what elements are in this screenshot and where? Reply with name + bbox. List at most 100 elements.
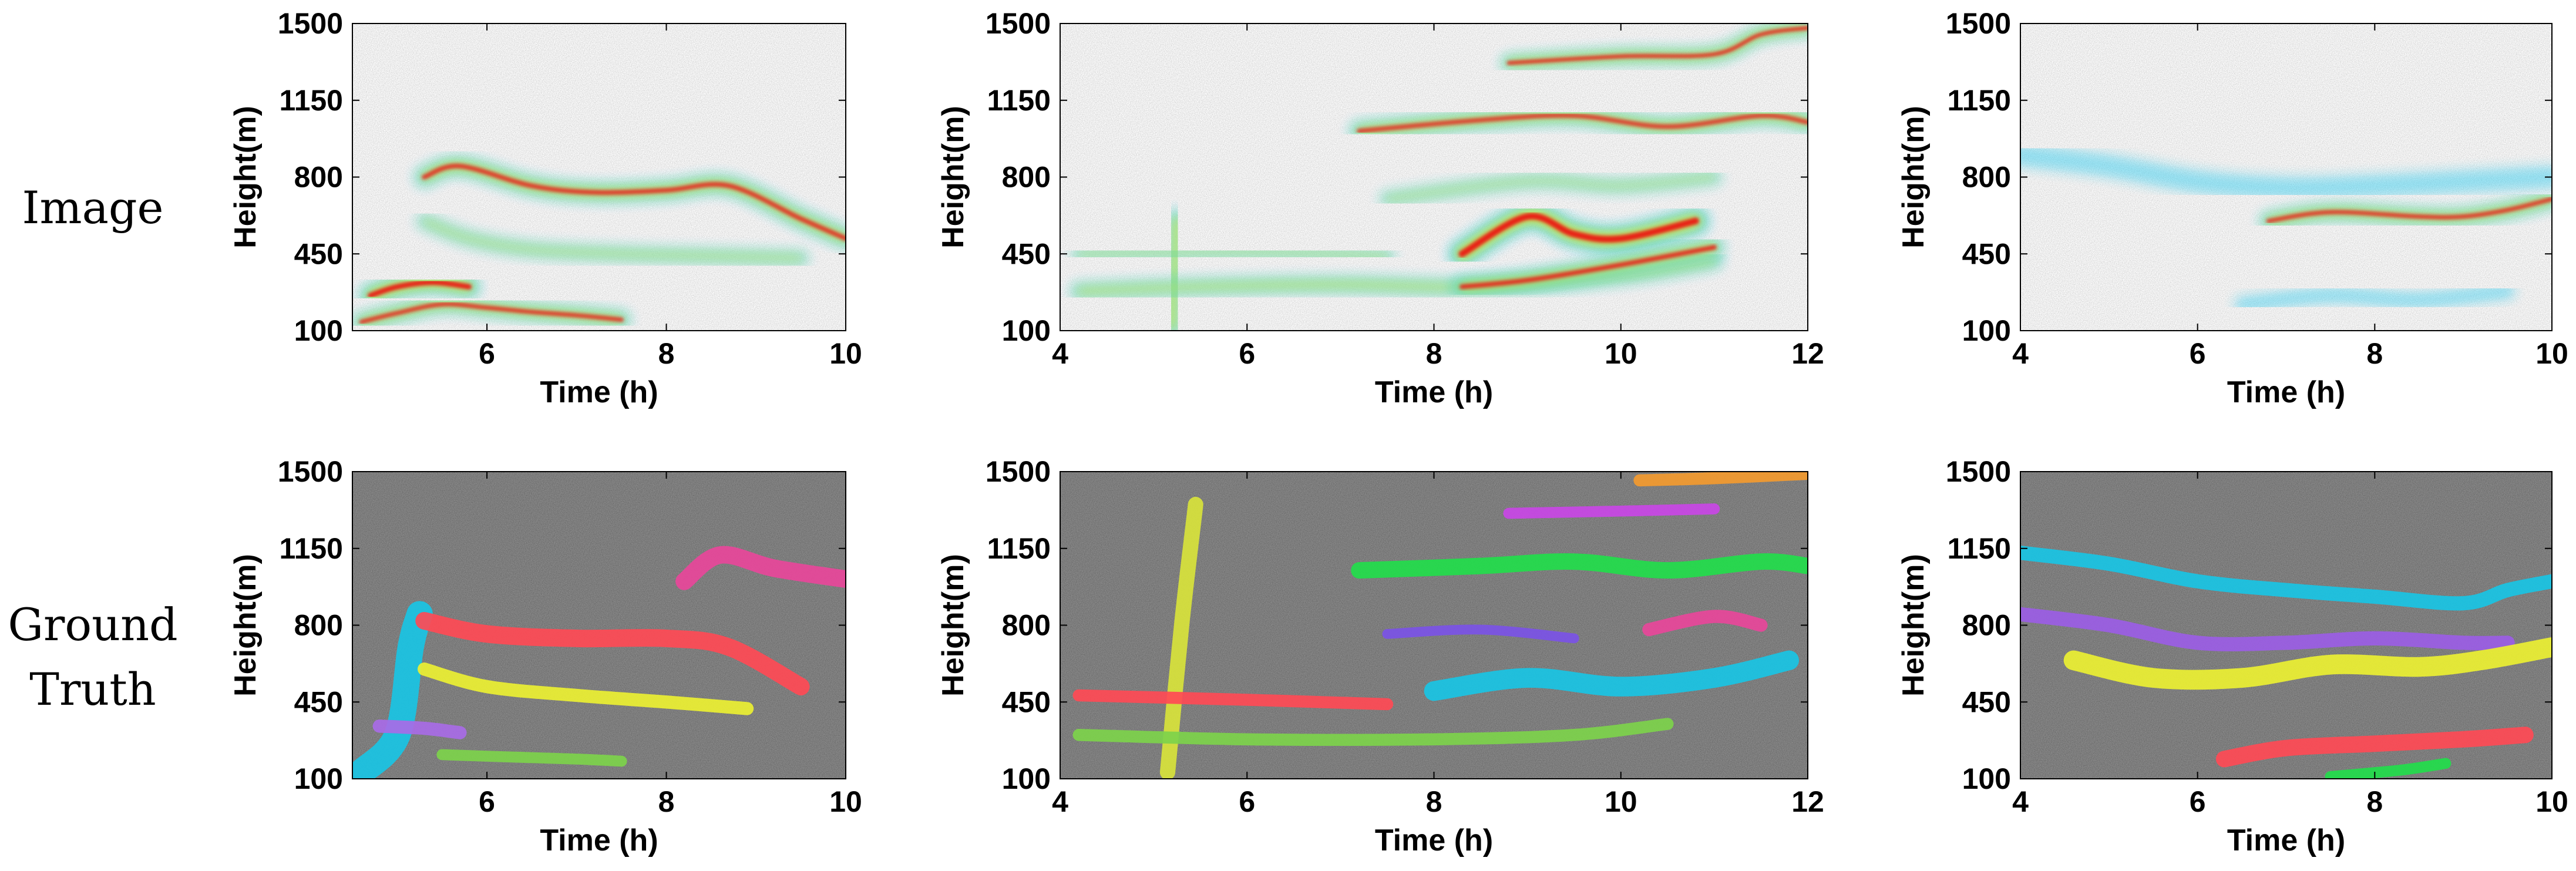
img-2-echo-layer-3 xyxy=(1071,244,1395,264)
img-3-ytick-label-2: 800 xyxy=(1962,161,2011,194)
img-2-plot-area xyxy=(1060,23,1808,331)
gt-3-xtick-label-1: 6 xyxy=(2190,785,2206,818)
img-2-ylabel: Height(m) xyxy=(936,106,970,248)
gt-3-ytick-label-1: 450 xyxy=(1962,685,2011,718)
gt-1-xtick-label-1: 8 xyxy=(658,785,675,818)
img-2-xtick-label-0: 4 xyxy=(1052,337,1068,370)
img-3-xtick-label-3: 10 xyxy=(2535,337,2568,370)
gt-1-xlabel: Time (h) xyxy=(540,823,658,857)
gt-2-xlabel: Time (h) xyxy=(1375,823,1493,857)
gt-2-ytick-label-4: 1500 xyxy=(986,455,1051,488)
img-2-xtick-label-3: 10 xyxy=(1605,337,1637,370)
gt-3-mask-5 xyxy=(2325,758,2451,779)
img-1-ytick-label-2: 800 xyxy=(294,161,343,194)
gt-1-ytick-label-4: 1500 xyxy=(278,455,343,488)
gt-3-ylabel: Height(m) xyxy=(1896,554,1931,697)
gt-2-panel: 100 450 800 1150 1500 4 6 8 10 12 Time (h) Height(m… xyxy=(936,455,1824,857)
gt-2-xtick-label-1: 6 xyxy=(1239,785,1255,818)
gt-3-mask-4 xyxy=(2215,727,2534,768)
gt-2-mask-2 xyxy=(1072,689,1394,711)
gt-2-ylabel: Height(m) xyxy=(936,554,970,697)
img-2-xtick-label-1: 6 xyxy=(1239,337,1255,370)
img-3-ytick-label-4: 1500 xyxy=(1946,7,2011,40)
row-label-ground-truth-line2: Truth xyxy=(29,663,156,715)
gt-3-panel: 100 450 800 1150 1500 4 6 8 10 Time (h) Height(m) xyxy=(1896,455,2568,857)
gt-3-ytick-label-0: 100 xyxy=(1962,762,2011,795)
img-3-ytick-label-0: 100 xyxy=(1962,314,2011,347)
img-1-ytick-label-3: 1150 xyxy=(280,84,343,117)
gt-2-mask-9 xyxy=(1633,472,1808,487)
img-2-xtick-label-4: 12 xyxy=(1791,337,1824,370)
gt-2-ytick-label-0: 100 xyxy=(1002,762,1051,795)
img-2-xtick-label-2: 8 xyxy=(1426,337,1442,370)
gt-1-xtick-label-2: 10 xyxy=(829,785,862,818)
gt-3-mask-1 xyxy=(2020,546,2552,611)
gt-1-mask-3 xyxy=(417,662,754,715)
gt-1-ylabel: Height(m) xyxy=(228,554,263,697)
gt-1-ytick-label-1: 450 xyxy=(294,685,343,718)
img-2-echo-layer-5 xyxy=(1452,238,1724,297)
img-3-ytick-label-1: 450 xyxy=(1962,237,2011,270)
row-label-image: Image xyxy=(22,181,163,234)
img-2-echo-layer-6 xyxy=(1380,169,1722,207)
gt-1-mask-1 xyxy=(352,601,433,779)
img-2-ytick-label-1: 450 xyxy=(1002,237,1051,270)
gt-2-mask-5 xyxy=(1382,624,1579,644)
img-1-panel: 100 450 800 1150 1500 6 8 10 Time (h) Height(m) xyxy=(228,7,862,409)
gt-1-mask-5 xyxy=(372,719,467,739)
img-2-echo-layer-8 xyxy=(1501,23,1808,70)
img-1-echo-layer-4 xyxy=(415,156,846,248)
img-2-echo-layer-1 xyxy=(1161,210,1188,331)
gt-1-mask-6 xyxy=(675,546,846,590)
img-1-plot-area xyxy=(352,23,846,331)
gt-3-mask-2 xyxy=(2020,607,2515,652)
img-3-xtick-label-2: 8 xyxy=(2366,337,2383,370)
img-1-xtick-label-2: 10 xyxy=(829,337,862,370)
gt-2-plot-area xyxy=(1060,472,1808,779)
img-1-ytick-label-0: 100 xyxy=(294,314,343,347)
img-3-panel: 100 450 800 1150 1500 4 6 8 10 Time (h) Height(m) xyxy=(1896,7,2568,409)
gt-3-xtick-label-2: 8 xyxy=(2366,785,2383,818)
img-3-xtick-label-0: 4 xyxy=(2012,337,2029,370)
img-1-xlabel: Time (h) xyxy=(540,375,658,409)
gt-3-xtick-label-3: 10 xyxy=(2535,785,2568,818)
img-3-echo-layer-2 xyxy=(2260,190,2552,230)
gt-2-xtick-label-3: 10 xyxy=(1605,785,1637,818)
img-3-xtick-label-1: 6 xyxy=(2190,337,2206,370)
gt-1-xtick-label-0: 6 xyxy=(479,785,495,818)
img-2-echo-layer-7 xyxy=(1350,106,1808,140)
gt-3-xtick-label-0: 4 xyxy=(2012,785,2029,818)
gt-3-ytick-label-2: 800 xyxy=(1962,609,2011,642)
img-3-ytick-label-3: 1150 xyxy=(1948,84,2011,117)
gt-2-mask-3 xyxy=(1072,718,1674,746)
gt-1-ytick-label-3: 1150 xyxy=(280,532,343,565)
gt-2-mask-4 xyxy=(1424,650,1800,701)
gt-1-panel: 100 450 800 1150 1500 6 8 10 Time (h) Height(m) xyxy=(228,455,862,857)
gt-1-ytick-label-0: 100 xyxy=(294,762,343,795)
img-3-xlabel: Time (h) xyxy=(2227,375,2345,409)
gt-3-plot-area xyxy=(2020,472,2552,779)
img-2-ytick-label-3: 1150 xyxy=(987,84,1051,117)
gt-1-ytick-label-2: 800 xyxy=(294,609,343,642)
gt-1-plot-area xyxy=(352,472,846,779)
img-3-echo-layer-3 xyxy=(2234,284,2516,312)
img-2-echo-layer-2 xyxy=(1070,252,1723,300)
gt-2-ytick-label-2: 800 xyxy=(1002,609,1051,642)
gt-2-ytick-label-3: 1150 xyxy=(987,532,1051,565)
gt-3-ytick-label-4: 1500 xyxy=(1946,455,2011,488)
img-1-ylabel: Height(m) xyxy=(228,106,263,248)
gt-3-xlabel: Time (h) xyxy=(2227,823,2345,857)
img-1-echo-layer-3 xyxy=(416,213,809,266)
gt-2-mask-8 xyxy=(1503,503,1720,519)
gt-2-xtick-label-2: 8 xyxy=(1426,785,1442,818)
img-3-plot-area xyxy=(2020,23,2552,331)
gt-3-mask-3 xyxy=(2063,637,2552,690)
gt-1-mask-2 xyxy=(415,612,810,696)
img-2-ytick-label-2: 800 xyxy=(1002,161,1051,194)
img-2-ytick-label-0: 100 xyxy=(1002,314,1051,347)
img-2-ytick-label-4: 1500 xyxy=(986,7,1051,40)
img-1-ytick-label-4: 1500 xyxy=(278,7,343,40)
img-3-echo-layer-1 xyxy=(2020,144,2552,200)
